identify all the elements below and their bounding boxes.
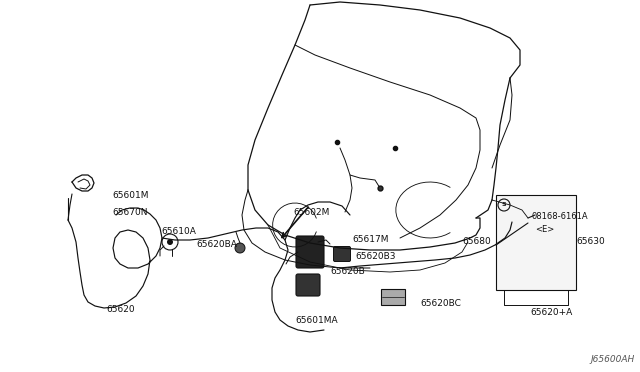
Circle shape [514,206,522,214]
Circle shape [235,243,245,253]
Ellipse shape [522,208,542,236]
FancyBboxPatch shape [296,274,320,296]
FancyBboxPatch shape [506,198,530,238]
Circle shape [514,222,522,230]
Text: 65602M: 65602M [293,208,330,217]
FancyBboxPatch shape [333,247,351,262]
Text: 65601M: 65601M [112,191,148,200]
Text: 65620BA: 65620BA [196,240,237,249]
Text: 65680: 65680 [462,237,491,246]
Text: S: S [502,202,506,208]
FancyBboxPatch shape [381,289,405,305]
FancyBboxPatch shape [296,236,324,268]
Text: 65620B: 65620B [330,267,365,276]
Text: 08168-6161A: 08168-6161A [531,212,588,221]
Text: 65601MA: 65601MA [295,316,338,325]
Text: 65620+A: 65620+A [530,308,572,317]
Text: 65630: 65630 [576,237,605,246]
Text: 65670N: 65670N [112,208,147,217]
Text: <E>: <E> [535,225,554,234]
Text: 65620B3: 65620B3 [355,252,396,261]
Text: 65620: 65620 [106,305,134,314]
Text: 65620BC: 65620BC [420,299,461,308]
Text: J65600AH: J65600AH [591,355,635,364]
Bar [496,195,576,290]
Circle shape [167,239,173,245]
Text: 65610A: 65610A [161,227,196,236]
Text: 65617M: 65617M [352,235,388,244]
